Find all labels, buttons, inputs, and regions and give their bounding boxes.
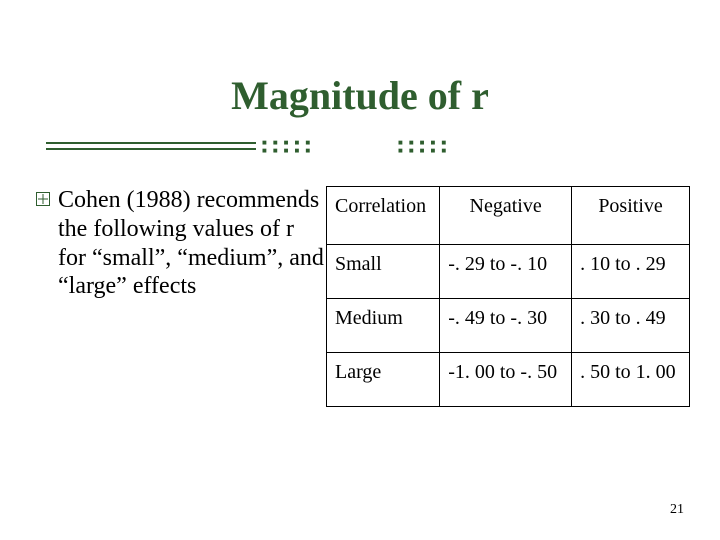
table-header-negative: Negative bbox=[440, 187, 572, 245]
table-row: Large -1. 00 to -. 50 . 50 to 1. 00 bbox=[327, 353, 690, 407]
effects-table: Correlation Negative Positive Small -. 2… bbox=[326, 186, 690, 407]
table-row: Small -. 29 to -. 10 . 10 to . 29 bbox=[327, 245, 690, 299]
slide-title: Magnitude of r bbox=[0, 0, 720, 119]
page-number: 21 bbox=[670, 502, 684, 518]
table-header-correlation: Correlation bbox=[327, 187, 440, 245]
table-header-positive: Positive bbox=[572, 187, 690, 245]
table-cell-label: Small bbox=[327, 245, 440, 299]
table-header-row: Correlation Negative Positive bbox=[327, 187, 690, 245]
table-cell-positive: . 10 to . 29 bbox=[572, 245, 690, 299]
table-cell-positive: . 30 to . 49 bbox=[572, 299, 690, 353]
table-cell-negative: -. 29 to -. 10 bbox=[440, 245, 572, 299]
table-cell-negative: -1. 00 to -. 50 bbox=[440, 353, 572, 407]
bullet-icon bbox=[36, 192, 50, 206]
title-underline-decor: ■ ■ ■ ■ ■■ ■ ■ ■ ■ ■ ■ ■ ■ ■■ ■ ■ ■ ■ bbox=[0, 133, 720, 153]
table-cell-label: Medium bbox=[327, 299, 440, 353]
table-cell-positive: . 50 to 1. 00 bbox=[572, 353, 690, 407]
table-cell-label: Large bbox=[327, 353, 440, 407]
table-cell-negative: -. 49 to -. 30 bbox=[440, 299, 572, 353]
table-row: Medium -. 49 to -. 30 . 30 to . 49 bbox=[327, 299, 690, 353]
bullet-text: Cohen (1988) recommends the following va… bbox=[58, 186, 326, 407]
bullet-item: Cohen (1988) recommends the following va… bbox=[36, 186, 326, 407]
